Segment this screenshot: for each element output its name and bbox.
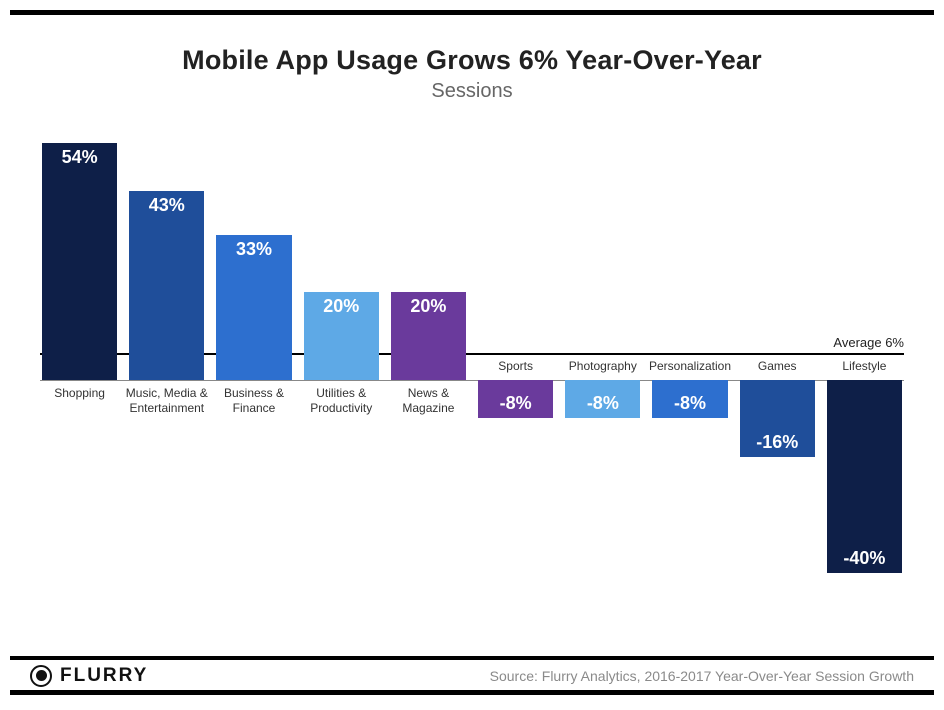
bar: 20% <box>304 292 379 380</box>
chart-frame: Mobile App Usage Grows 6% Year-Over-Year… <box>10 10 934 660</box>
footer: FLURRY Source: Flurry Analytics, 2016-20… <box>10 661 934 695</box>
bar-group: -8%Personalization <box>650 143 729 573</box>
bar-value-label: -8% <box>478 393 553 414</box>
bar-value-label: -8% <box>565 393 640 414</box>
bar-group: 20%News & Magazine <box>389 143 468 573</box>
category-label: Shopping <box>36 386 123 401</box>
category-label: Music, Media & Entertainment <box>123 386 210 416</box>
category-label: Business & Finance <box>210 386 297 416</box>
bar-value-label: -8% <box>652 393 727 414</box>
brand-circle-icon <box>30 665 52 687</box>
bar: -40% <box>827 380 902 574</box>
bar-group: -40%Lifestyle <box>825 143 904 573</box>
bar-value-label: 20% <box>304 296 379 317</box>
bar: -8% <box>652 380 727 419</box>
bar-group: -16%Games <box>738 143 817 573</box>
category-label: Photography <box>559 359 646 374</box>
bar: 20% <box>391 292 466 380</box>
bar-group: 33%Business & Finance <box>214 143 293 573</box>
bar: -8% <box>478 380 553 419</box>
bar-chart: Average 6% 54%Shopping43%Music, Media & … <box>40 143 904 573</box>
chart-title: Mobile App Usage Grows 6% Year-Over-Year <box>40 45 904 76</box>
category-label: News & Magazine <box>385 386 472 416</box>
category-label: Sports <box>472 359 559 374</box>
bar: -16% <box>740 380 815 457</box>
bar-value-label: -16% <box>740 432 815 453</box>
bar: 33% <box>216 235 291 380</box>
bar-value-label: 20% <box>391 296 466 317</box>
category-label: Personalization <box>646 359 733 374</box>
bar-value-label: 54% <box>42 147 117 168</box>
category-label: Utilities & Productivity <box>298 386 385 416</box>
bar: 54% <box>42 143 117 380</box>
chart-subtitle: Sessions <box>40 80 904 103</box>
bar-group: 20%Utilities & Productivity <box>302 143 381 573</box>
bar-value-label: 33% <box>216 239 291 260</box>
source-text: Source: Flurry Analytics, 2016-2017 Year… <box>490 668 914 684</box>
bar-group: -8%Photography <box>563 143 642 573</box>
category-label: Lifestyle <box>821 359 908 374</box>
brand-logo: FLURRY <box>30 665 148 687</box>
bar: -8% <box>565 380 640 419</box>
bar-value-label: -40% <box>827 548 902 569</box>
category-label: Games <box>734 359 821 374</box>
brand-text: FLURRY <box>60 665 148 687</box>
bar-group: 54%Shopping <box>40 143 119 573</box>
bar-value-label: 43% <box>129 195 204 216</box>
bar: 43% <box>129 191 204 379</box>
bars-container: 54%Shopping43%Music, Media & Entertainme… <box>40 143 904 573</box>
bar-group: -8%Sports <box>476 143 555 573</box>
bar-group: 43%Music, Media & Entertainment <box>127 143 206 573</box>
